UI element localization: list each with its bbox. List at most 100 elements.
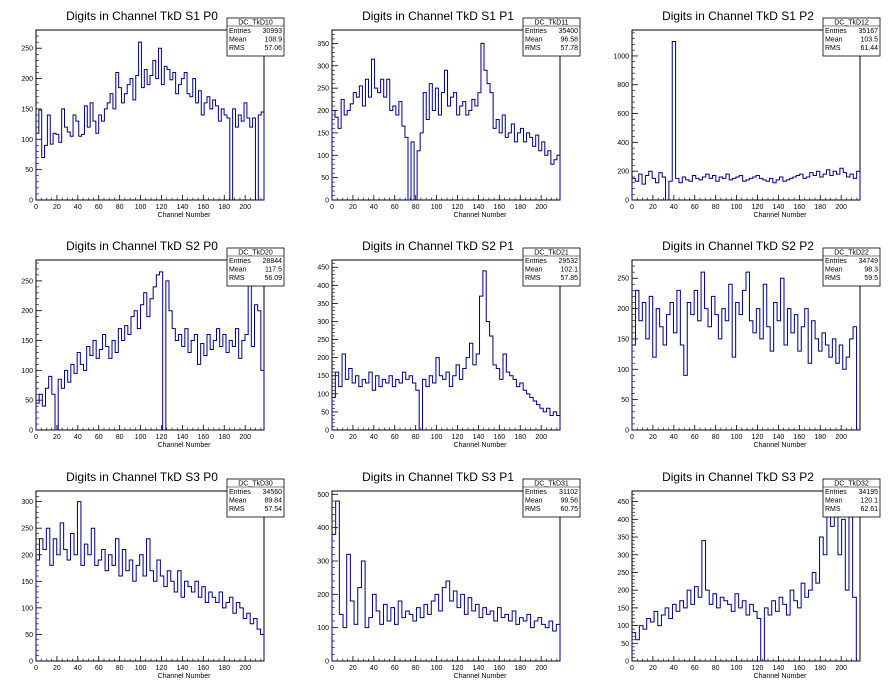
x-tick-label: 40	[74, 434, 82, 441]
x-tick-label: 100	[431, 204, 443, 211]
y-tick-label: 250	[617, 276, 629, 283]
y-tick-label: 450	[317, 265, 329, 272]
y-tick-label: 200	[317, 108, 329, 115]
x-tick-label: 100	[731, 434, 743, 441]
stats-key-rms: RMS	[229, 506, 245, 513]
stats-value-mean: 117.5	[265, 267, 282, 274]
x-tick-label: 60	[391, 204, 399, 211]
x-tick-label: 60	[95, 434, 103, 441]
plot-frame	[631, 29, 861, 201]
panel-title: Digits in Channel TkD S2 P1	[362, 239, 514, 253]
x-tick-label: 180	[218, 204, 230, 211]
stats-key-rms: RMS	[525, 45, 541, 52]
x-tick-label: 60	[691, 434, 699, 441]
x-tick-label: 80	[116, 204, 124, 211]
stats-box	[522, 247, 581, 287]
y-tick-label: 100	[317, 391, 329, 398]
histogram-line	[35, 501, 265, 661]
x-tick-label: 20	[649, 204, 657, 211]
stats-value-mean: 89.84	[264, 498, 282, 505]
x-tick-label: 180	[814, 665, 826, 672]
y-tick-label: 1000	[613, 53, 629, 60]
y-tick-label: 200	[317, 592, 329, 599]
x-tick-label: 200	[535, 204, 547, 211]
stats-name: DC_TkD22	[834, 250, 869, 257]
y-tick-label: 0	[325, 198, 329, 205]
histogram-panel-6: Digits in Channel TkD S2 P2 0 20 40 60 80 100 1…	[617, 239, 881, 449]
x-tick-label: 0	[630, 434, 634, 441]
x-tick-label: 0	[630, 665, 634, 672]
histogram-line	[631, 497, 860, 662]
stats-value-mean: 96.58	[560, 37, 578, 44]
x-tick-label: 120	[156, 434, 168, 441]
stats-name: DC_TkD10	[238, 20, 273, 27]
stats-value-entries: 35400	[559, 28, 579, 35]
y-tick-label: 100	[21, 605, 33, 612]
x-axis-label: Channel Number	[158, 673, 212, 680]
x-tick-label: 60	[691, 204, 699, 211]
histogram-line	[331, 500, 561, 661]
y-tick-label: 250	[317, 337, 329, 344]
y-tick-label: 50	[621, 641, 629, 648]
x-tick-label: 160	[793, 665, 805, 672]
stats-name: DC_TkD11	[534, 20, 568, 27]
y-tick-label: 100	[21, 368, 33, 375]
stats-box	[522, 17, 581, 57]
stats-value-entries: 34749	[859, 258, 879, 265]
x-tick-label: 0	[330, 434, 334, 441]
x-tick-label: 20	[53, 204, 61, 211]
x-tick-label: 0	[330, 665, 334, 672]
y-tick-label: 0	[625, 198, 629, 205]
stats-value-entries: 34195	[859, 489, 879, 496]
y-tick-label: 200	[317, 355, 329, 362]
x-tick-label: 120	[156, 665, 168, 672]
stats-name: DC_TkD21	[534, 250, 569, 257]
x-tick-label: 0	[630, 204, 634, 211]
x-tick-label: 160	[493, 434, 505, 441]
stats-key-rms: RMS	[525, 275, 541, 282]
y-tick-label: 600	[617, 111, 629, 118]
y-tick-label: 150	[317, 130, 329, 137]
stats-key-mean: Mean	[229, 37, 247, 44]
stats-key-mean: Mean	[229, 498, 247, 505]
x-tick-label: 120	[752, 204, 764, 211]
y-tick-label: 0	[625, 428, 629, 435]
x-tick-label: 60	[691, 665, 699, 672]
x-tick-label: 120	[156, 204, 168, 211]
x-tick-label: 20	[53, 665, 61, 672]
x-axis-label: Channel Number	[754, 442, 808, 449]
y-tick-label: 200	[617, 588, 629, 595]
x-tick-label: 200	[239, 204, 251, 211]
y-tick-label: 400	[617, 517, 629, 524]
x-tick-label: 180	[514, 434, 526, 441]
y-tick-label: 300	[317, 559, 329, 566]
x-tick-label: 40	[74, 204, 82, 211]
y-tick-label: 200	[617, 306, 629, 313]
stats-box	[226, 17, 285, 57]
stats-key-entries: Entries	[525, 489, 547, 496]
x-tick-label: 160	[793, 434, 805, 441]
stats-box	[822, 478, 881, 518]
x-axis-label: Channel Number	[754, 212, 808, 219]
x-tick-label: 200	[239, 665, 251, 672]
stats-box	[822, 17, 881, 57]
stats-name: DC_TkD20	[238, 250, 273, 257]
y-tick-label: 50	[25, 398, 33, 405]
stats-value-rms: 61.44	[860, 45, 878, 52]
x-tick-label: 120	[452, 204, 464, 211]
panel-title: Digits in Channel TkD S2 P0	[66, 239, 218, 253]
x-tick-label: 200	[835, 665, 847, 672]
x-axis-label: Channel Number	[754, 673, 808, 680]
x-tick-label: 20	[649, 434, 657, 441]
stats-value-mean: 98.3	[864, 267, 878, 274]
x-tick-label: 20	[53, 434, 61, 441]
x-tick-label: 180	[218, 434, 230, 441]
stats-key-rms: RMS	[825, 45, 841, 52]
x-tick-label: 40	[74, 665, 82, 672]
y-tick-label: 250	[617, 570, 629, 577]
x-tick-label: 200	[535, 665, 547, 672]
stats-key-entries: Entries	[229, 489, 251, 496]
y-tick-label: 50	[25, 632, 33, 639]
x-tick-label: 100	[731, 665, 743, 672]
y-tick-label: 250	[21, 526, 33, 533]
